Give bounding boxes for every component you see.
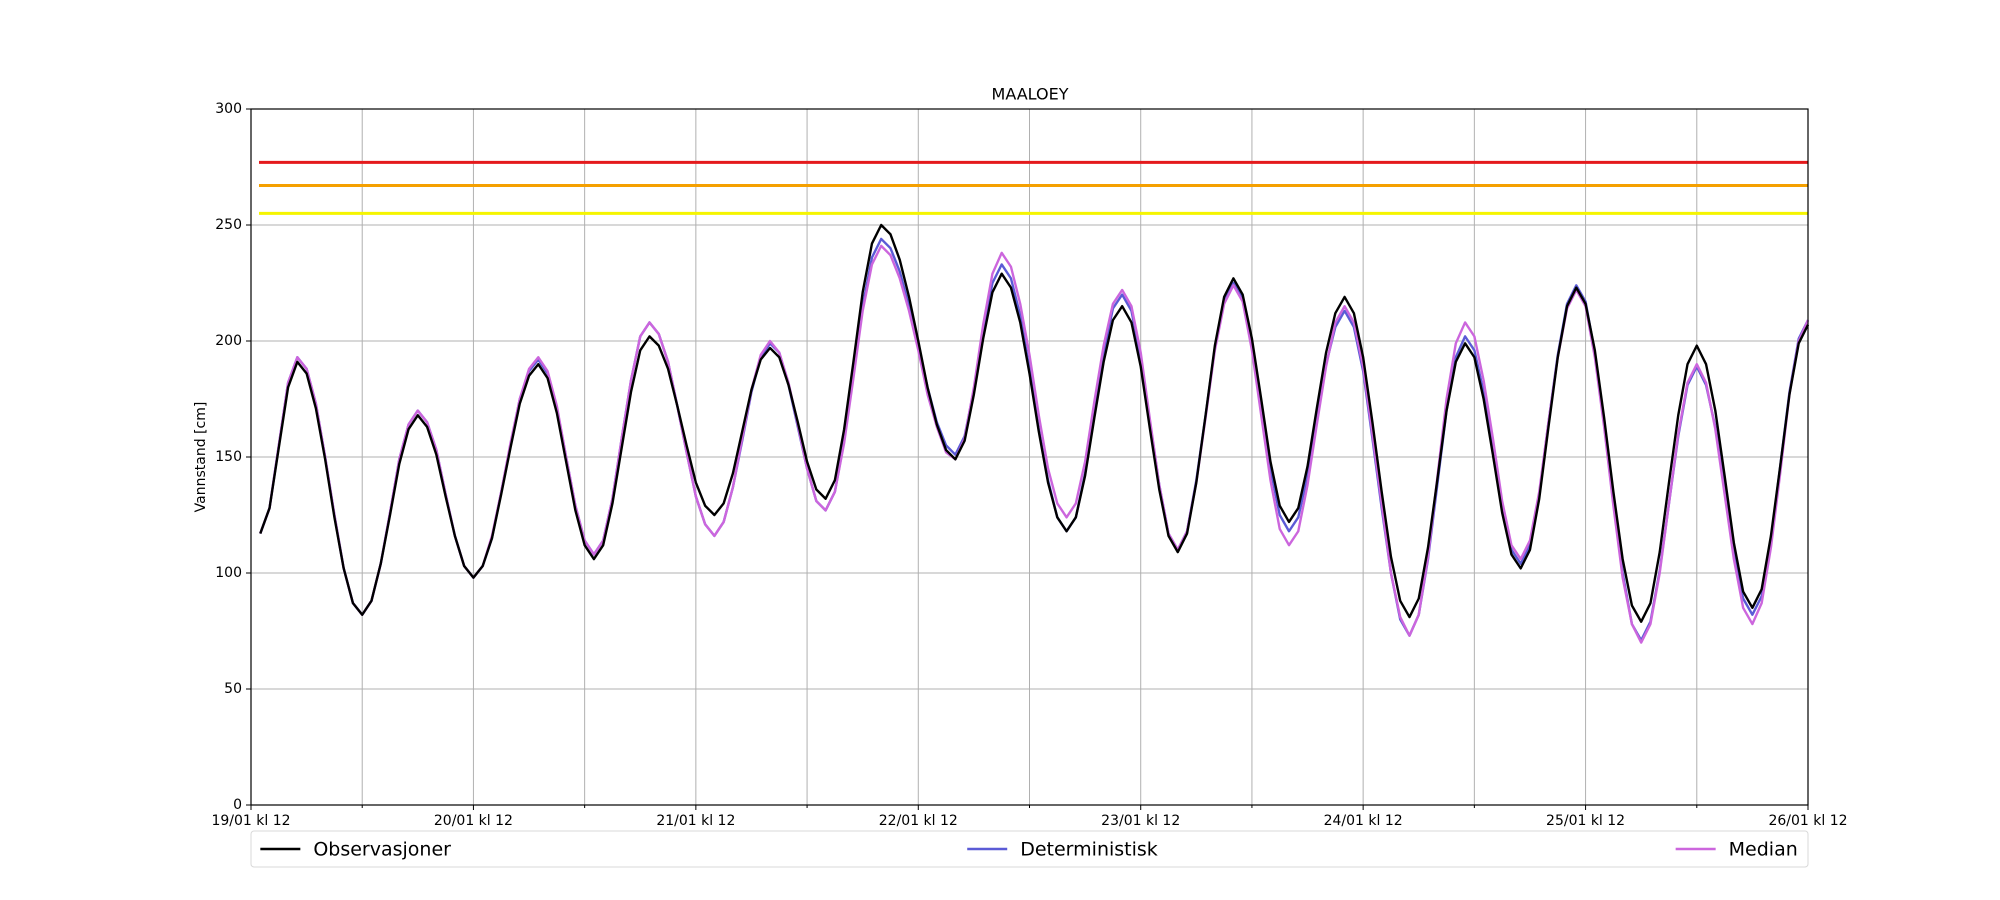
y-tick-label: 0 xyxy=(233,797,242,813)
y-tick-label: 250 xyxy=(215,217,242,233)
series-line xyxy=(259,237,1810,642)
legend-label: Deterministisk xyxy=(1020,839,1158,861)
x-tick-label: 21/01 kl 12 xyxy=(656,813,735,829)
y-tick-label: 200 xyxy=(215,333,242,349)
series-line xyxy=(259,223,1810,623)
legend-label: Median xyxy=(1729,839,1798,861)
chart-title: MAALOEY xyxy=(992,85,1069,104)
y-tick-label: 100 xyxy=(215,565,242,581)
x-tick-label: 22/01 kl 12 xyxy=(879,813,958,829)
y-axis-label: Vannstand [cm] xyxy=(193,402,209,513)
series-line xyxy=(259,244,1810,644)
y-tick-label: 50 xyxy=(224,681,242,697)
x-tick-label: 24/01 kl 12 xyxy=(1324,813,1403,829)
x-tick-label: 19/01 kl 12 xyxy=(211,813,290,829)
x-tick-label: 23/01 kl 12 xyxy=(1101,813,1180,829)
x-tick-label: 25/01 kl 12 xyxy=(1546,813,1625,829)
x-tick-label: 20/01 kl 12 xyxy=(434,813,513,829)
x-tick-label: 26/01 kl 12 xyxy=(1768,813,1847,829)
legend-label: Observasjoner xyxy=(313,839,451,861)
legend-box xyxy=(250,830,1809,868)
y-tick-label: 300 xyxy=(215,101,242,117)
y-tick-label: 150 xyxy=(215,449,242,465)
plot-frame xyxy=(250,108,1809,806)
